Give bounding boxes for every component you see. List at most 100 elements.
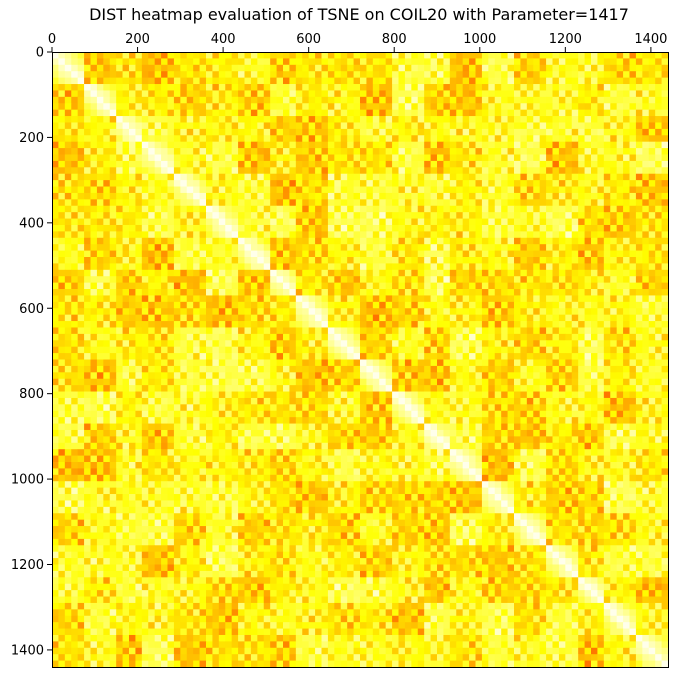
heatmap-cell bbox=[276, 269, 284, 277]
heatmap-cell bbox=[501, 289, 508, 296]
heatmap-cell bbox=[52, 128, 59, 136]
heatmap-cell bbox=[642, 276, 650, 284]
heatmap-cell bbox=[161, 192, 168, 200]
heatmap-cell bbox=[623, 333, 630, 341]
heatmap-cell bbox=[270, 160, 277, 168]
heatmap-cell bbox=[520, 250, 528, 258]
heatmap-cell bbox=[161, 212, 168, 219]
heatmap-cell bbox=[90, 148, 98, 155]
heatmap-cell bbox=[148, 269, 156, 277]
heatmap-cell bbox=[302, 346, 310, 354]
heatmap-cell bbox=[263, 96, 271, 104]
heatmap-cell bbox=[90, 218, 98, 226]
heatmap-cell bbox=[603, 52, 611, 59]
heatmap-cell bbox=[449, 378, 457, 386]
heatmap-cell bbox=[533, 308, 541, 316]
heatmap-cell bbox=[481, 141, 489, 149]
heatmap-cell bbox=[315, 333, 322, 341]
heatmap-cell bbox=[141, 263, 149, 271]
heatmap-cell bbox=[597, 378, 605, 386]
heatmap-cell bbox=[295, 122, 303, 130]
heatmap-cell bbox=[481, 186, 489, 194]
heatmap-cell bbox=[558, 77, 566, 85]
heatmap-cell bbox=[578, 372, 585, 380]
heatmap-cell bbox=[533, 295, 541, 303]
heatmap-cell bbox=[154, 154, 162, 162]
heatmap-cell bbox=[199, 77, 207, 85]
heatmap-cell bbox=[238, 333, 245, 341]
heatmap-cell bbox=[263, 84, 271, 91]
heatmap-cell bbox=[501, 276, 508, 284]
heatmap-cell bbox=[173, 186, 181, 194]
heatmap-cell bbox=[379, 180, 387, 187]
heatmap-cell bbox=[597, 205, 605, 213]
heatmap-cell bbox=[103, 372, 111, 380]
heatmap-cell bbox=[424, 77, 431, 85]
heatmap-cell bbox=[327, 365, 335, 373]
heatmap-cell bbox=[398, 224, 406, 232]
heatmap-cell bbox=[437, 52, 444, 59]
heatmap-cell bbox=[96, 199, 104, 207]
heatmap-cell bbox=[90, 365, 98, 373]
heatmap-cell bbox=[96, 141, 104, 149]
heatmap-cell bbox=[206, 77, 213, 85]
heatmap-cell bbox=[514, 250, 521, 258]
heatmap-cell bbox=[212, 103, 220, 111]
heatmap-cell bbox=[469, 122, 476, 130]
heatmap-cell bbox=[96, 192, 104, 200]
heatmap-cell bbox=[623, 96, 630, 104]
heatmap-cell bbox=[514, 192, 521, 200]
heatmap-cell bbox=[302, 71, 310, 79]
heatmap-cell bbox=[58, 64, 66, 72]
heatmap-cell bbox=[629, 148, 637, 155]
heatmap-cell bbox=[64, 96, 72, 104]
heatmap-cell bbox=[263, 346, 271, 354]
heatmap-cell bbox=[379, 212, 387, 219]
heatmap-cell bbox=[398, 295, 406, 303]
heatmap-cell bbox=[475, 237, 483, 245]
heatmap-cell bbox=[218, 154, 226, 162]
heatmap-cell bbox=[161, 96, 168, 104]
heatmap-cell bbox=[199, 244, 207, 251]
heatmap-cell bbox=[437, 282, 444, 290]
heatmap-cell bbox=[501, 340, 508, 348]
heatmap-cell bbox=[154, 109, 162, 117]
heatmap-cell bbox=[90, 58, 98, 66]
heatmap-cell bbox=[648, 372, 656, 380]
heatmap-cell bbox=[616, 276, 624, 284]
heatmap-cell bbox=[250, 186, 258, 194]
heatmap-cell bbox=[597, 250, 605, 258]
heatmap-cell bbox=[167, 186, 175, 194]
heatmap-cell bbox=[539, 365, 547, 373]
heatmap-cell bbox=[90, 321, 98, 328]
heatmap-cell bbox=[244, 109, 252, 117]
heatmap-cell bbox=[539, 180, 547, 187]
heatmap-cell bbox=[289, 314, 297, 322]
heatmap-cell bbox=[379, 192, 387, 200]
heatmap-cell bbox=[661, 282, 669, 290]
heatmap-cell bbox=[469, 340, 476, 348]
heatmap-cell bbox=[360, 167, 367, 175]
heatmap-cell bbox=[417, 205, 425, 213]
heatmap-cell bbox=[231, 180, 239, 187]
heatmap-cell bbox=[443, 340, 451, 348]
heatmap-cell bbox=[578, 346, 585, 354]
heatmap-cell bbox=[610, 109, 618, 117]
heatmap-cell bbox=[173, 52, 181, 59]
heatmap-cell bbox=[148, 154, 156, 162]
heatmap-cell bbox=[321, 71, 329, 79]
heatmap-cell bbox=[623, 128, 630, 136]
heatmap-cell bbox=[225, 167, 233, 175]
heatmap-cell bbox=[193, 96, 200, 104]
heatmap-cell bbox=[218, 77, 226, 85]
heatmap-cell bbox=[225, 244, 233, 251]
heatmap-cell bbox=[84, 186, 91, 194]
heatmap-cell bbox=[180, 192, 188, 200]
heatmap-cell bbox=[520, 128, 528, 136]
heatmap-cell bbox=[71, 263, 79, 271]
heatmap-cell bbox=[430, 237, 438, 245]
heatmap-cell bbox=[443, 231, 451, 239]
heatmap-cell bbox=[64, 321, 72, 328]
heatmap-cell bbox=[167, 269, 175, 277]
heatmap-cell bbox=[366, 186, 374, 194]
